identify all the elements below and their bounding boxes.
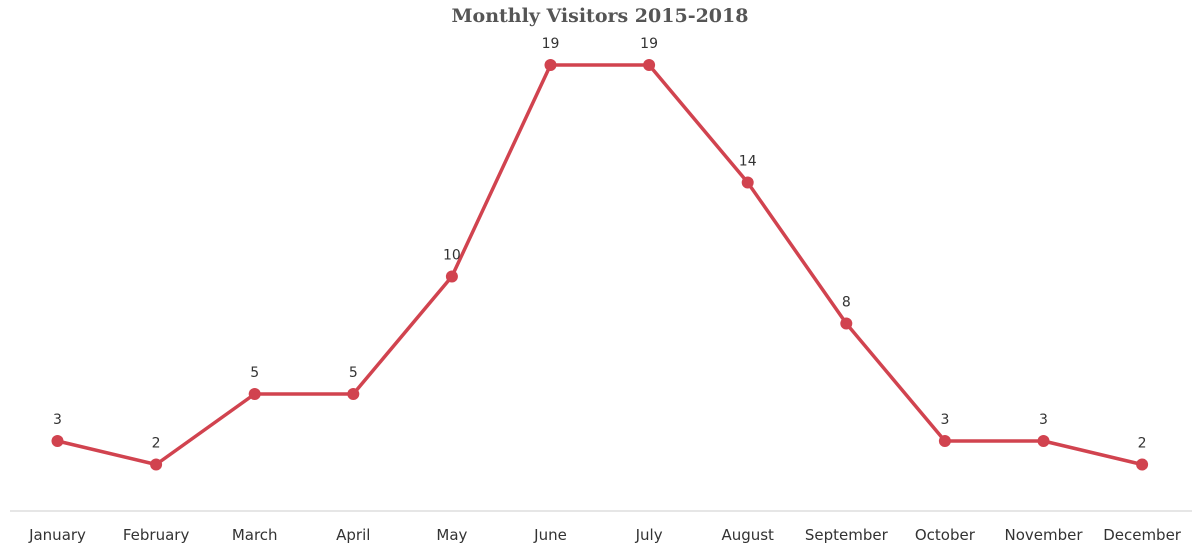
data-label: 5	[349, 365, 358, 381]
data-label: 10	[443, 248, 461, 264]
x-tick-label: February	[123, 526, 190, 544]
chart-title: Monthly Visitors 2015-2018	[452, 5, 749, 27]
x-tick-label: October	[915, 526, 976, 544]
series-line	[57, 63, 1143, 467]
data-labels: 3 2 5 5 10 19 19 14 8 3 3 2	[53, 36, 1147, 452]
data-label: 3	[1039, 412, 1048, 428]
data-point	[1037, 435, 1050, 447]
x-tick-label: December	[1103, 526, 1182, 544]
data-label: 2	[1138, 436, 1147, 452]
data-label: 3	[940, 412, 949, 428]
data-point	[150, 458, 163, 471]
x-tick-label: May	[436, 526, 467, 544]
data-point	[840, 317, 853, 330]
data-label: 8	[842, 295, 851, 311]
data-point	[347, 388, 360, 400]
data-point	[445, 270, 458, 283]
data-point	[938, 435, 951, 447]
x-tick-label: September	[805, 526, 889, 544]
x-tick-label: August	[721, 526, 774, 544]
data-point	[248, 388, 261, 400]
data-label: 14	[739, 154, 757, 170]
x-tick-label: April	[336, 526, 370, 544]
data-label: 5	[250, 365, 259, 381]
data-point	[544, 59, 557, 71]
data-label: 2	[152, 436, 161, 452]
data-label: 19	[640, 36, 658, 52]
data-point	[643, 59, 656, 71]
x-tick-label: June	[533, 526, 567, 544]
data-point	[51, 435, 64, 447]
data-label: 19	[542, 36, 560, 52]
x-tick-label: July	[635, 526, 663, 544]
series-group	[51, 59, 1149, 471]
x-tick-label: March	[232, 526, 278, 544]
x-axis-ticks: January February March April May June July Augu…	[28, 526, 1182, 544]
x-tick-label: November	[1004, 526, 1083, 544]
data-label: 3	[53, 412, 62, 428]
data-point	[741, 176, 754, 189]
x-tick-label: January	[28, 526, 86, 544]
data-point	[1136, 458, 1149, 471]
